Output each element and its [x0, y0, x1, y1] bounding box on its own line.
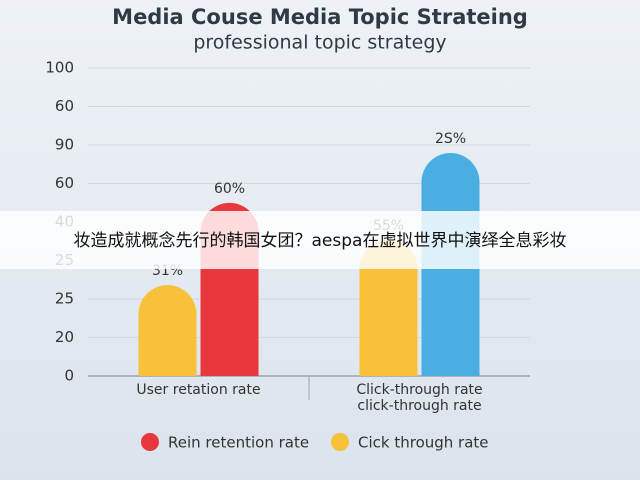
data-label: 2S%	[435, 131, 466, 147]
y-tick-label: 90	[55, 136, 74, 154]
legend-label: Cick through rate	[358, 434, 489, 452]
chart-subtitle: professional topic strategy	[193, 32, 446, 54]
chart-title: Media Couse Media Topic Strateing	[112, 5, 528, 29]
y-tick-label: 100	[45, 59, 74, 77]
legend-swatch	[331, 433, 349, 451]
legend-swatch	[141, 433, 159, 451]
x-tick-label: User retation rate	[136, 382, 260, 398]
overlay-banner	[0, 211, 640, 269]
y-tick-label: 60	[55, 97, 74, 115]
data-label: 60%	[214, 181, 245, 197]
x-tick-label: Click-through rate click-through rate	[356, 382, 482, 414]
y-tick-label: 60	[55, 174, 74, 192]
bar	[359, 239, 418, 376]
y-tick-label: 0	[64, 367, 74, 385]
y-tick-label: 25	[55, 290, 74, 308]
y-tick-label: 20	[55, 328, 74, 346]
bar	[138, 285, 197, 376]
legend-label: Rein retention rate	[168, 434, 309, 452]
overlay-text: 妆造成就概念先行的韩国女团？aespa在虚拟世界中演绎全息彩妆	[74, 230, 567, 251]
